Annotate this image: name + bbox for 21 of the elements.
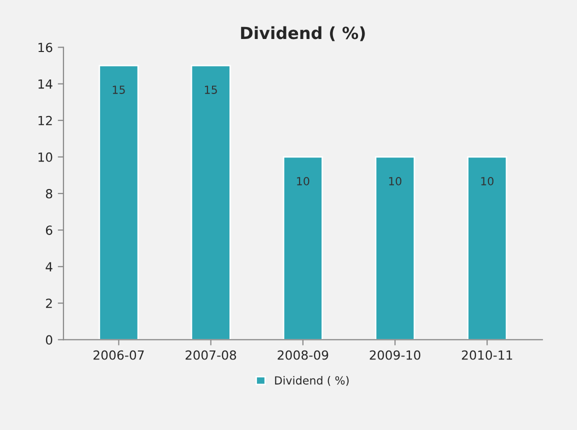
chart-title: Dividend ( %) bbox=[241, 26, 365, 42]
x-tick-label: 2006-07 bbox=[94, 350, 144, 360]
data-label: 15 bbox=[204, 86, 217, 94]
y-tick-label: 8 bbox=[46, 188, 52, 198]
y-tick-label: 16 bbox=[38, 42, 52, 52]
y-tick-label: 10 bbox=[38, 152, 52, 162]
y-tick-label: 0 bbox=[46, 335, 52, 345]
legend-label: Dividend ( %) bbox=[275, 376, 349, 386]
y-tick-label: 2 bbox=[46, 298, 52, 308]
x-tick-label: 2007-08 bbox=[186, 350, 236, 360]
y-tick-label: 12 bbox=[38, 116, 52, 126]
x-tick-label: 2009-10 bbox=[370, 350, 420, 360]
data-label: 10 bbox=[297, 176, 310, 186]
x-tick-label: 2010-11 bbox=[462, 350, 512, 360]
y-tick-label: 4 bbox=[46, 262, 52, 272]
data-label: 10 bbox=[389, 176, 402, 186]
data-label: 15 bbox=[112, 86, 125, 94]
y-tick-label: 6 bbox=[46, 226, 52, 235]
x-tick-label: 2008-09 bbox=[278, 350, 328, 360]
data-label: 10 bbox=[481, 176, 494, 186]
y-tick-label: 14 bbox=[38, 79, 52, 89]
